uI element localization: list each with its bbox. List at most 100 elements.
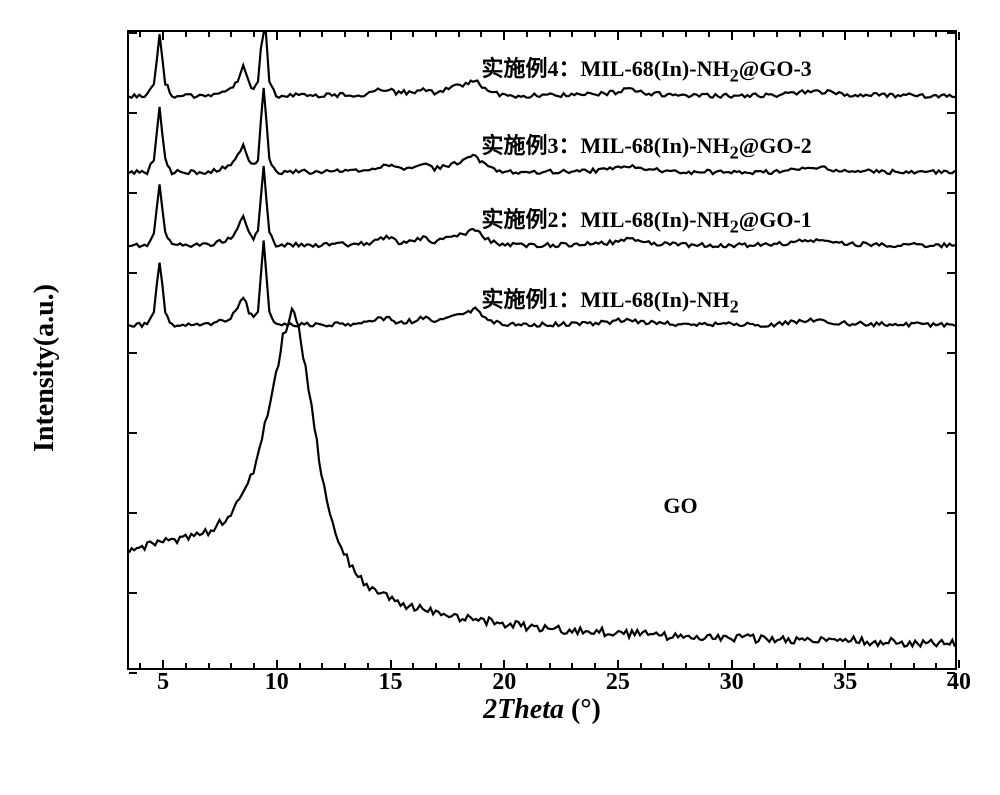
- x-tick-label: 15: [379, 669, 403, 696]
- x-minor-tick: [799, 32, 801, 37]
- x-minor-tick: [412, 32, 414, 37]
- y-tick-mark: [129, 272, 137, 274]
- series-label-example3: 实施例3：MIL-68(In)-NH2@GO-2: [481, 128, 811, 163]
- x-minor-tick: [571, 663, 573, 668]
- x-tick-label: 10: [265, 669, 289, 696]
- x-minor-tick: [708, 663, 710, 668]
- x-tick-mark: [503, 660, 505, 668]
- x-minor-tick: [708, 32, 710, 37]
- series-GO: [129, 309, 955, 647]
- x-minor-tick: [822, 32, 824, 37]
- y-tick-mark: [947, 432, 955, 434]
- x-tick-mark: [276, 32, 278, 40]
- x-minor-tick: [321, 663, 323, 668]
- y-tick-mark: [947, 592, 955, 594]
- x-minor-tick: [640, 32, 642, 37]
- x-minor-tick: [867, 32, 869, 37]
- x-tick-label: 5: [157, 669, 169, 696]
- x-tick-label: 35: [833, 669, 857, 696]
- x-minor-tick: [753, 663, 755, 668]
- x-tick-mark: [390, 32, 392, 40]
- series-label-GO: GO: [663, 493, 697, 519]
- x-minor-tick: [185, 663, 187, 668]
- x-minor-tick: [208, 32, 210, 37]
- x-tick-mark: [844, 660, 846, 668]
- x-minor-tick: [185, 32, 187, 37]
- x-tick-mark: [276, 660, 278, 668]
- x-minor-tick: [594, 663, 596, 668]
- y-tick-mark: [947, 112, 955, 114]
- x-minor-tick: [685, 32, 687, 37]
- x-minor-tick: [935, 663, 937, 668]
- x-minor-tick: [299, 32, 301, 37]
- y-tick-mark: [129, 512, 137, 514]
- x-minor-tick: [139, 663, 141, 668]
- x-tick-mark: [162, 32, 164, 40]
- x-minor-tick: [776, 32, 778, 37]
- x-minor-tick: [549, 663, 551, 668]
- series-label-example1: 实施例1：MIL-68(In)-NH2: [481, 282, 738, 317]
- x-minor-tick: [480, 663, 482, 668]
- x-minor-tick: [367, 663, 369, 668]
- x-minor-tick: [526, 32, 528, 37]
- x-minor-tick: [776, 663, 778, 668]
- x-tick-label: 20: [492, 669, 516, 696]
- x-minor-tick: [890, 32, 892, 37]
- series-label-example4: 实施例4：MIL-68(In)-NH2@GO-3: [481, 51, 811, 86]
- y-tick-mark: [947, 512, 955, 514]
- y-tick-mark: [947, 192, 955, 194]
- x-minor-tick: [662, 663, 664, 668]
- y-tick-mark: [129, 112, 137, 114]
- x-axis-label: 2Theta (°): [483, 694, 601, 726]
- x-minor-tick: [230, 663, 232, 668]
- x-minor-tick: [435, 663, 437, 668]
- y-tick-mark: [129, 32, 137, 34]
- x-minor-tick: [549, 32, 551, 37]
- series-label-example2: 实施例2：MIL-68(In)-NH2@GO-1: [481, 202, 811, 237]
- x-tick-mark: [390, 660, 392, 668]
- y-axis-label: Intensity(a.u.): [29, 283, 61, 451]
- x-minor-tick: [321, 32, 323, 37]
- x-tick-label: 25: [606, 669, 630, 696]
- x-minor-tick: [458, 663, 460, 668]
- x-tick-mark: [958, 660, 960, 668]
- x-minor-tick: [685, 663, 687, 668]
- x-minor-tick: [435, 32, 437, 37]
- y-tick-mark: [129, 432, 137, 434]
- x-minor-tick: [230, 32, 232, 37]
- x-minor-tick: [208, 663, 210, 668]
- x-minor-tick: [139, 32, 141, 37]
- x-minor-tick: [640, 663, 642, 668]
- x-minor-tick: [799, 663, 801, 668]
- x-minor-tick: [299, 663, 301, 668]
- x-minor-tick: [458, 32, 460, 37]
- y-tick-mark: [947, 32, 955, 34]
- x-minor-tick: [367, 32, 369, 37]
- x-minor-tick: [662, 32, 664, 37]
- x-minor-tick: [594, 32, 596, 37]
- x-minor-tick: [253, 32, 255, 37]
- x-minor-tick: [867, 663, 869, 668]
- x-minor-tick: [822, 663, 824, 668]
- chart-container: Intensity(a.u.) 2Theta (°) 5101520253035…: [55, 15, 975, 720]
- y-tick-mark: [129, 592, 137, 594]
- x-tick-mark: [731, 660, 733, 668]
- x-minor-tick: [913, 663, 915, 668]
- y-tick-mark: [947, 672, 955, 674]
- x-minor-tick: [412, 663, 414, 668]
- x-minor-tick: [935, 32, 937, 37]
- y-tick-mark: [947, 272, 955, 274]
- x-minor-tick: [344, 32, 346, 37]
- x-tick-mark: [731, 32, 733, 40]
- x-tick-mark: [162, 660, 164, 668]
- x-minor-tick: [890, 663, 892, 668]
- y-tick-mark: [129, 672, 137, 674]
- y-tick-mark: [947, 352, 955, 354]
- x-minor-tick: [571, 32, 573, 37]
- x-tick-mark: [617, 32, 619, 40]
- y-tick-mark: [129, 352, 137, 354]
- x-tick-mark: [503, 32, 505, 40]
- x-minor-tick: [753, 32, 755, 37]
- x-tick-mark: [617, 660, 619, 668]
- x-minor-tick: [480, 32, 482, 37]
